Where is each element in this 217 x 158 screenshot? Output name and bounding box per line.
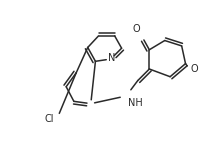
Text: NH: NH xyxy=(128,97,143,107)
Text: O: O xyxy=(132,24,140,34)
Text: Cl: Cl xyxy=(44,114,54,124)
Text: O: O xyxy=(191,64,199,74)
Text: N: N xyxy=(108,53,115,63)
